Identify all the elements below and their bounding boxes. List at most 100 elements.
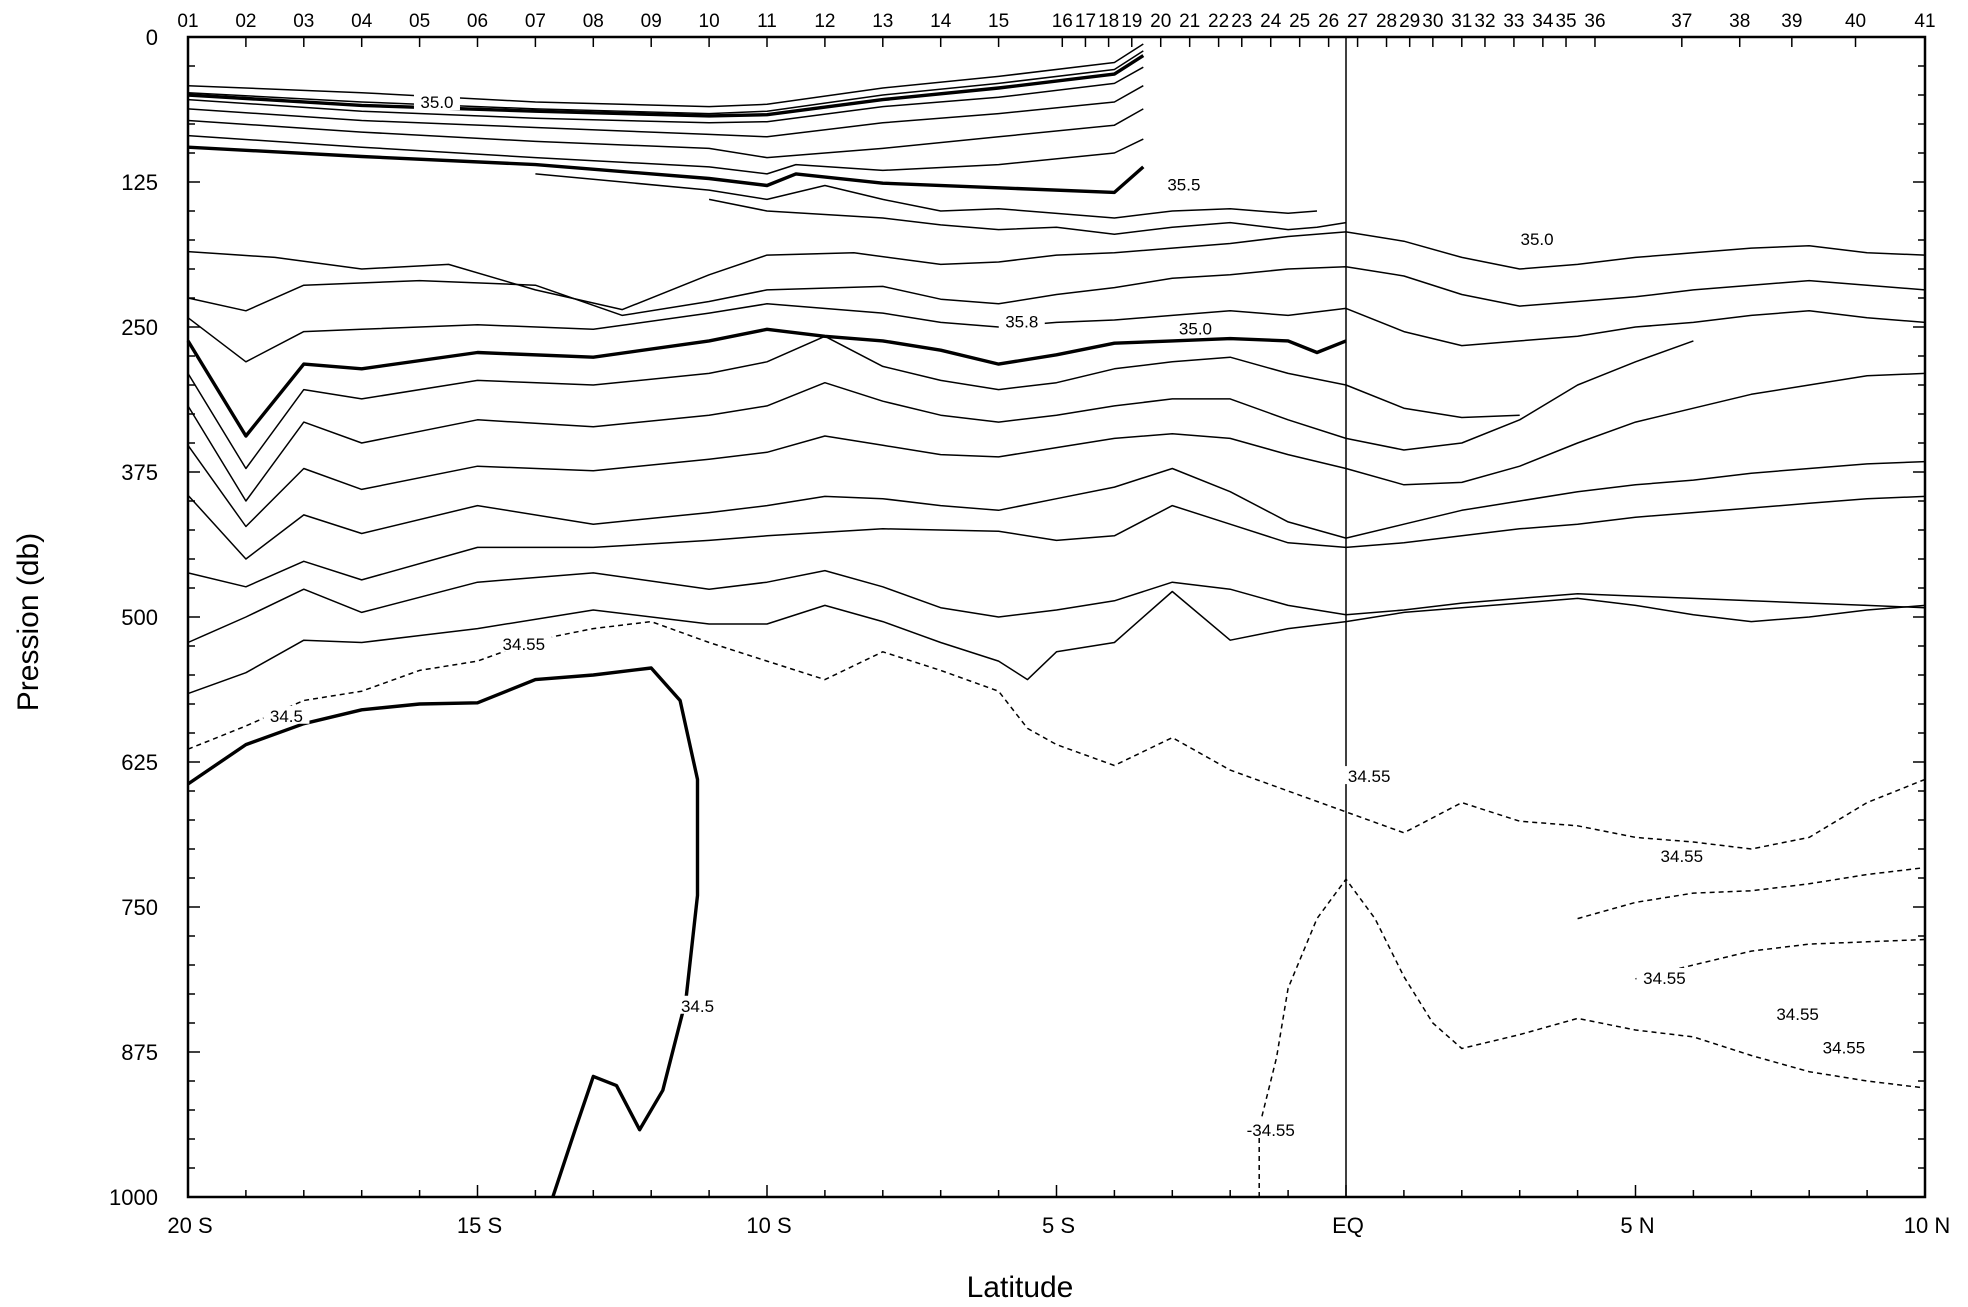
plot-frame [186,35,1927,1199]
station-labels: 01 02 03 04 05 06 07 08 09 10 11 12 13 14 15 16 17 18 19 20… [177,11,1935,32]
station-label: 29 [1399,11,1420,32]
contour-label: 34.55 [1643,969,1686,988]
contour-line-6 [187,108,1144,159]
contour-line-23 [187,666,700,1198]
contour-label-background [1769,1003,1826,1022]
contour-line-7 [187,134,1144,175]
station-label: 34 [1532,11,1554,32]
contour-line-5 [187,85,1144,138]
station-label: 06 [467,11,488,32]
station-label: 36 [1584,11,1605,32]
contour-line-19 [187,495,1926,588]
x-axis-title: Latitude [967,1271,1074,1304]
contour-line-22 [187,620,1926,850]
contour-line-13 [187,303,1926,363]
contour-line-15 [187,335,1520,470]
station-label: 37 [1671,11,1692,32]
station-label: 33 [1503,11,1524,32]
contour-line-9 [535,173,1318,219]
contour-label: 34.5 [681,997,714,1016]
station-label: 04 [351,11,373,32]
contour-label-background [674,995,721,1014]
station-label: 05 [409,11,430,32]
x-tick-label: 5 N [1620,1213,1654,1238]
x-tick-label: 20 S [167,1213,212,1238]
y-tick-label: 0 [146,25,158,50]
contour-label-background [495,633,552,652]
contour-line-12 [187,265,1926,317]
contour-label: 34.55 [1661,847,1704,866]
y-tick-label: 500 [121,605,158,630]
station-label: 18 [1098,11,1119,32]
station-label: 07 [525,11,546,32]
x-tick-label: 10 N [1904,1213,1950,1238]
contour-line-14 [186,327,1347,438]
station-label: 11 [757,11,777,32]
contour-label-background [1653,846,1710,865]
contour-label: 35.0 [1179,319,1212,338]
contour-label-background [413,92,460,111]
station-label: 27 [1347,11,1368,32]
y-tick-label: 750 [121,895,158,920]
contour-label: 35.8 [1005,312,1038,331]
contour-line-16 [187,340,1694,502]
contour-line-24 [1258,878,1926,1197]
contour-label-background [263,705,310,724]
contour-line-18 [187,460,1926,560]
contour-label-background [1341,766,1398,785]
contour-label: 35.0 [420,93,453,112]
contour-label: 35.0 [1521,230,1554,249]
contour-lines [186,43,1926,1198]
contour-label-background [1815,1037,1872,1056]
station-label: 20 [1150,11,1171,32]
x-tick-label: 10 S [746,1213,791,1238]
station-label: 03 [293,11,314,32]
station-label: 12 [814,11,835,32]
y-tick-label: 250 [121,315,158,340]
contour-line-26 [1577,866,1926,920]
contour-label: 35.5 [1167,175,1200,194]
y-tick-label: 125 [121,170,158,195]
contour-line-21 [187,590,1926,695]
station-label: 10 [699,11,720,32]
station-label: 31 [1451,11,1472,32]
contour-label-background [998,311,1045,330]
station-label: 23 [1231,11,1252,32]
contour-line-11 [187,231,1926,311]
contour-label: 34.55 [503,635,546,654]
station-label: 09 [641,11,662,32]
y-tick-label: 1000 [109,1185,158,1210]
station-label: 24 [1260,11,1282,32]
contour-line-10 [708,198,1347,235]
station-label: 19 [1121,11,1142,32]
station-label: 32 [1474,11,1495,32]
station-label: 14 [930,11,952,32]
station-label: 35 [1555,11,1576,32]
contour-line-25 [1635,938,1926,980]
station-label: 26 [1318,11,1339,32]
y-axis-title: Pression (db) [12,533,45,711]
y-tick-label: 625 [121,750,158,775]
station-label: 21 [1179,11,1200,32]
station-label: 30 [1422,11,1443,32]
station-label: 40 [1845,11,1866,32]
station-label: 38 [1729,11,1750,32]
contour-label: 34.55 [1823,1039,1866,1058]
contour-line-20 [187,569,1926,644]
station-label: 22 [1208,11,1229,32]
station-label: 28 [1376,11,1397,32]
contour-line-3 [187,54,1145,118]
contour-label: 34.55 [1348,767,1391,786]
contour-labels: 35.0 35.5 35.0 35.8 35.0 34.55 34.5 34.55 34.55 3… [263,92,1872,1140]
y-axis-ticks: 0 125 250 375 500 625 750 875 1000 [109,25,1925,1210]
contour-label-background [1237,1119,1304,1138]
station-label: 01 [177,11,198,32]
station-label: 15 [988,11,1009,32]
station-label: 39 [1781,11,1802,32]
y-tick-label: 875 [121,1040,158,1065]
station-label: 16 [1052,11,1073,32]
x-tick-label: 5 S [1042,1213,1075,1238]
x-tick-label: 15 S [457,1213,502,1238]
station-label: 08 [583,11,604,32]
